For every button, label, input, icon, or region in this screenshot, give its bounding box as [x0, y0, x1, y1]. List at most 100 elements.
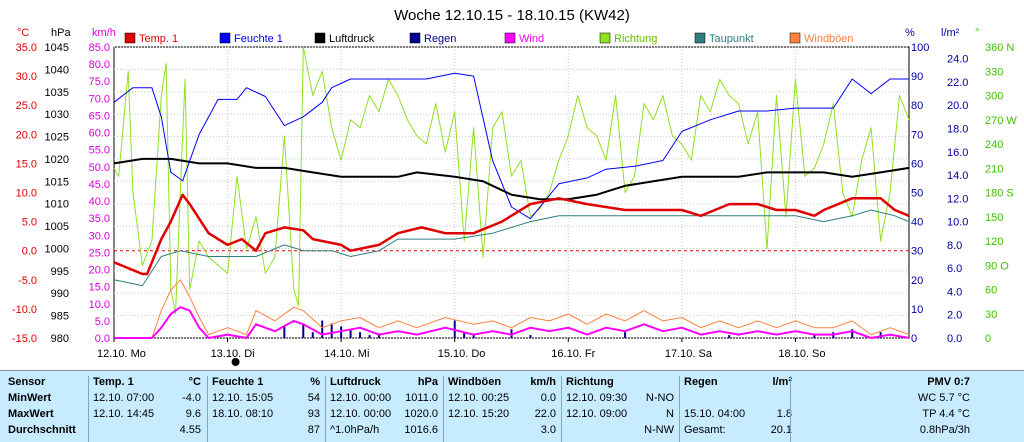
stat-row-date: 12.10. 15:20 — [448, 408, 510, 420]
stat-row: 12.10. 14:45 9.6 — [93, 406, 201, 422]
stat-block-header: Regen l/m² — [684, 374, 792, 390]
rain-bar — [879, 332, 882, 338]
rain-bar — [851, 329, 854, 338]
stat-block-title: Richtung — [566, 376, 614, 388]
right-axis-tick: 80 — [911, 100, 923, 112]
stat-row-date: 12.10. 14:45 — [93, 408, 155, 420]
legend-swatch — [789, 32, 801, 44]
plot-frame — [113, 46, 910, 339]
left-axis-tick: 1000 — [45, 243, 69, 255]
stat-separator — [207, 376, 208, 442]
left-axis-tick: 20.0 — [16, 129, 37, 141]
stat-row-date: 12.10. 09:00 — [566, 408, 628, 420]
rain-bar — [624, 332, 627, 338]
series-line-temp-1 — [113, 193, 910, 276]
stat-row-date: 12.10. 00:00 — [330, 392, 392, 404]
stat-row-value: 0.0 — [540, 392, 556, 404]
legend-item: Temp. 1 — [124, 32, 178, 45]
rain-bar — [330, 323, 333, 338]
left-axis-tick: 85.0 — [89, 42, 110, 54]
stat-row-value: 22.0 — [534, 408, 556, 420]
left-axis-tick: 40.0 — [89, 196, 110, 208]
left-axis-tick: 990 — [51, 288, 69, 300]
left-axis-tick: 25.0 — [16, 100, 37, 112]
series-line-wind — [114, 306, 910, 339]
legend-label: Temp. 1 — [139, 33, 178, 45]
stat-row: 15.10. 04:00 1.8 — [684, 406, 792, 422]
stat-separator — [790, 376, 791, 442]
stat-block-header: Feuchte 1% — [212, 374, 320, 390]
rain-bar — [728, 335, 731, 338]
sensor-row-label: Durchschnitt — [8, 424, 76, 436]
stat-block-header: Temp. 1 °C — [93, 374, 201, 390]
left-axis-unit: km/h — [92, 27, 116, 39]
right-axis-tick: 6.0 — [947, 263, 962, 275]
right-axis-tick: 10 — [911, 304, 923, 316]
right-axis-tick: 30 — [911, 246, 923, 258]
legend-item: Wind — [504, 32, 544, 45]
right-axis-tick: 20 — [911, 275, 923, 287]
legend-swatch — [219, 32, 231, 44]
stat-row-date: 12.10. 09:30 — [566, 392, 628, 404]
legend-swatch — [124, 32, 136, 44]
right-axis-tick: 18.0 — [947, 123, 968, 135]
left-axis-tick: 1015 — [45, 176, 69, 188]
left-axis-tick: 25.0 — [89, 247, 110, 259]
legend-swatch — [314, 32, 326, 44]
right-axis-tick: 10.0 — [947, 217, 968, 229]
stat-row-value: N-NW — [644, 424, 674, 436]
legend-swatch — [504, 32, 516, 44]
stat-row: 12.10. 09:30 N-NO — [566, 390, 674, 406]
legend-label: Feuchte 1 — [234, 33, 283, 45]
rain-bar — [378, 335, 380, 338]
left-axis-tick: -5.0 — [18, 275, 37, 287]
stat-block-unit: l/m² — [772, 376, 792, 388]
left-axis-tick: 15.0 — [16, 158, 37, 170]
legend-item: Windböen — [789, 32, 854, 45]
stat-row-value: 20.1 — [770, 424, 792, 436]
rain-bar — [359, 332, 362, 338]
left-axis-tick: 15.0 — [89, 282, 110, 294]
right-axis-tick: 16.0 — [947, 147, 968, 159]
statistics-panel: Sensor MinWert MaxWert Durchschnitt Temp. 1 °… — [0, 370, 1024, 442]
left-axis-tick: 1030 — [45, 109, 69, 121]
stat-block-title: Feuchte 1 — [212, 376, 264, 388]
left-axis-tick: 1010 — [45, 199, 69, 211]
pmv-block: PMV 0:7 WC 5.7 °C TP 4.4 °C 0.8hPa/3h — [790, 374, 970, 442]
right-axis-tick: 0 — [911, 333, 917, 345]
stat-row-value: 1016.6 — [404, 424, 438, 436]
left-axis-tick: 1020 — [45, 154, 69, 166]
left-axis-unit: hPa — [51, 27, 71, 39]
left-axis-tick: 1005 — [45, 221, 69, 233]
stat-row-date: 18.10. 08:10 — [212, 408, 274, 420]
stat-row: 12.10. 00:00 1011.0 — [330, 390, 438, 406]
rain-bar — [472, 335, 475, 338]
stat-block-title: Luftdruck — [330, 376, 381, 388]
left-axis-tick: 65.0 — [89, 110, 110, 122]
x-tick-label: 15.10. Do — [438, 348, 486, 360]
stat-block-title: Regen — [684, 376, 718, 388]
left-axis-tick: 985 — [51, 311, 69, 323]
left-axis-tick: 10.0 — [16, 188, 37, 200]
right-axis-tick: 60 — [985, 285, 997, 297]
stat-row — [684, 390, 792, 406]
legend-swatch — [599, 32, 611, 44]
stat-row: Gesamt: 20.1 — [684, 422, 792, 438]
right-axis-tick: 12.0 — [947, 193, 968, 205]
left-axis-tick: 5.0 — [95, 316, 110, 328]
left-axis-tick: -10.0 — [12, 304, 37, 316]
x-tick-label: 18.10. So — [778, 348, 825, 360]
stat-row: ^1.0hPa/h 1016.6 — [330, 422, 438, 438]
left-axis-unit: °C — [17, 27, 29, 39]
stat-row: 12.10. 00:00 1020.0 — [330, 406, 438, 422]
stat-block: Temp. 1 °C 12.10. 07:00 -4.0 12.10. 14:45 9.6… — [88, 374, 201, 442]
pmv-row: 0.8hPa/3h — [919, 424, 970, 436]
stat-block: Richtung 12.10. 09:30 N-NO 12.10. 09:00 N N-N… — [561, 374, 674, 442]
legend-item: Luftdruck — [314, 32, 375, 45]
stat-block-unit: hPa — [417, 376, 438, 388]
left-axes: °C 35.0 30.0 25.0 20.0 15.0 10.0 5.0 0.0 -5.0 -10.… — [12, 27, 116, 345]
series-line-luftdruck — [113, 157, 910, 201]
stat-row-value: 4.55 — [179, 424, 201, 436]
rain-bar — [283, 326, 286, 338]
stat-row-value: 1020.0 — [404, 408, 438, 420]
